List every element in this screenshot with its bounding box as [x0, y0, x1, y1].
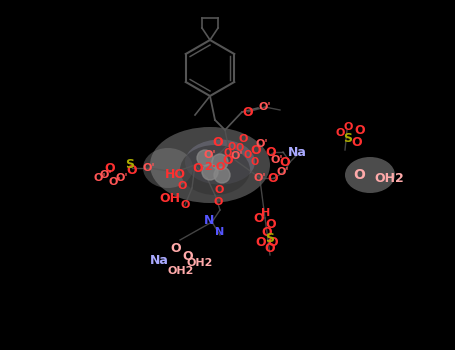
- Text: HO: HO: [165, 168, 186, 182]
- Text: O: O: [251, 157, 259, 167]
- Text: O: O: [214, 185, 224, 195]
- Text: N: N: [204, 214, 214, 226]
- Text: O: O: [224, 148, 232, 158]
- Text: O': O': [204, 150, 216, 160]
- Text: O: O: [177, 181, 187, 191]
- Text: O: O: [192, 161, 203, 175]
- Text: O: O: [262, 226, 272, 239]
- Text: O: O: [266, 218, 276, 231]
- Ellipse shape: [345, 157, 395, 193]
- Text: O: O: [268, 237, 278, 250]
- Text: S: S: [344, 132, 353, 145]
- Text: O: O: [355, 124, 365, 136]
- Text: O': O': [259, 102, 271, 112]
- Ellipse shape: [143, 148, 193, 188]
- Text: O': O': [256, 139, 268, 149]
- Circle shape: [197, 150, 213, 166]
- Text: O: O: [228, 142, 236, 152]
- Text: O: O: [180, 200, 190, 210]
- Text: O: O: [353, 168, 365, 182]
- Text: H: H: [261, 208, 271, 218]
- Text: O: O: [280, 156, 290, 169]
- Text: O': O': [143, 163, 155, 173]
- Text: Na: Na: [150, 253, 168, 266]
- Text: O': O': [94, 173, 106, 183]
- Text: 2·O: 2·O: [204, 162, 226, 172]
- Text: O: O: [183, 250, 193, 262]
- Text: O': O': [109, 177, 121, 187]
- Ellipse shape: [185, 140, 255, 184]
- Text: O': O': [277, 167, 289, 177]
- Text: O: O: [222, 154, 233, 167]
- Text: OH2: OH2: [187, 258, 213, 268]
- Circle shape: [212, 154, 228, 170]
- Text: O': O': [100, 170, 112, 180]
- Text: O: O: [335, 128, 345, 138]
- Text: O: O: [254, 211, 264, 224]
- Text: O: O: [266, 146, 276, 159]
- Text: O': O': [231, 151, 243, 161]
- Text: O: O: [251, 144, 261, 156]
- Text: OH2: OH2: [168, 266, 194, 276]
- Text: S: S: [266, 231, 274, 245]
- Text: O': O': [116, 173, 128, 183]
- Text: O: O: [268, 172, 278, 184]
- Text: OH: OH: [160, 191, 181, 204]
- Text: O: O: [236, 143, 244, 153]
- Text: O': O': [254, 173, 266, 183]
- Text: O: O: [238, 134, 248, 144]
- Text: OH2: OH2: [374, 172, 404, 184]
- Text: O: O: [213, 197, 222, 207]
- Text: O: O: [265, 243, 275, 256]
- Ellipse shape: [180, 145, 250, 195]
- Text: Na: Na: [288, 146, 306, 159]
- Text: O: O: [244, 150, 252, 160]
- Circle shape: [214, 167, 230, 183]
- Text: O: O: [243, 105, 253, 119]
- Text: S: S: [126, 159, 135, 172]
- Text: N: N: [215, 227, 225, 237]
- Circle shape: [202, 164, 218, 180]
- Text: O: O: [212, 136, 223, 149]
- Text: O: O: [256, 237, 266, 250]
- Text: O: O: [344, 122, 353, 132]
- Ellipse shape: [150, 127, 270, 203]
- Text: O: O: [171, 241, 181, 254]
- Text: O: O: [126, 163, 137, 176]
- Text: O: O: [105, 161, 115, 175]
- Text: O': O': [271, 155, 283, 165]
- Text: O: O: [352, 136, 362, 149]
